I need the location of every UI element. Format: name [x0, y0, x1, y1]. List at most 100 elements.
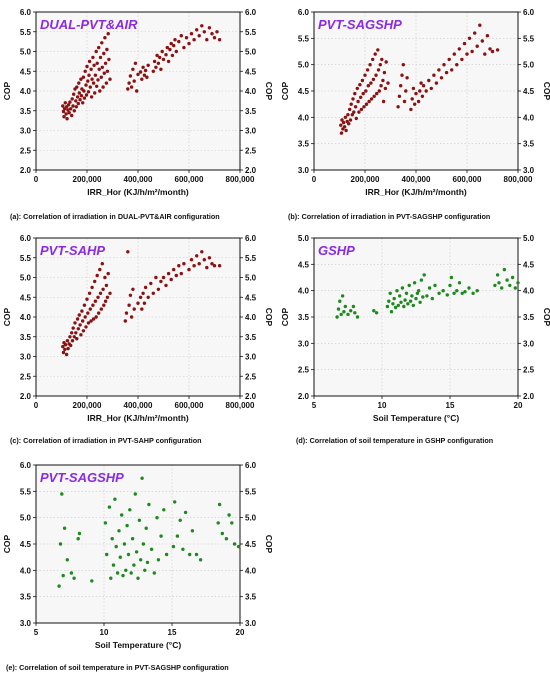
- data-point: [159, 534, 163, 538]
- x-tick-label: 0: [34, 401, 39, 410]
- data-point: [449, 275, 454, 280]
- data-point: [137, 518, 142, 522]
- y-tick-label-right: 5.0: [245, 514, 257, 523]
- data-point: [88, 85, 93, 89]
- x-tick-label: 200,000: [351, 175, 380, 184]
- data-point: [371, 57, 375, 62]
- data-point: [362, 105, 366, 109]
- y-tick-label: 3.5: [20, 107, 32, 116]
- data-point: [159, 67, 163, 72]
- y-tick-label: 3.5: [298, 313, 310, 322]
- data-point: [385, 304, 390, 309]
- data-point: [77, 91, 82, 95]
- data-point: [513, 286, 517, 290]
- data-point: [164, 283, 168, 288]
- data-point: [350, 113, 354, 117]
- data-point: [417, 289, 421, 293]
- x-tick-label: 400,000: [124, 401, 153, 410]
- data-point: [120, 513, 124, 517]
- data-point: [217, 502, 222, 507]
- y-tick-label: 3.5: [20, 333, 32, 342]
- x-tick-label: 10: [100, 628, 109, 637]
- data-point: [87, 291, 92, 295]
- data-point: [169, 41, 173, 46]
- data-point: [85, 64, 89, 69]
- data-point: [93, 73, 98, 77]
- y-tick-label: 2.0: [20, 166, 32, 175]
- caption-a: (a): Correlation of irradiation in DUAL-…: [10, 212, 220, 221]
- y-axis-label-right: COP: [264, 535, 274, 554]
- data-point: [64, 112, 68, 116]
- data-point: [91, 81, 96, 85]
- data-point: [103, 61, 108, 65]
- data-point: [129, 85, 134, 89]
- y-tick-label: 4.5: [20, 67, 32, 76]
- y-tick-label-right: 5.0: [245, 274, 257, 283]
- data-point: [457, 281, 462, 285]
- data-point: [217, 264, 222, 268]
- y-tick-label: 2.0: [20, 392, 32, 401]
- data-point: [61, 104, 65, 108]
- data-point: [369, 81, 373, 85]
- data-point: [132, 79, 136, 83]
- data-point: [145, 75, 149, 79]
- y-axis-label: COP: [280, 81, 290, 100]
- y-tick-label: 5.5: [20, 487, 32, 496]
- data-point: [63, 343, 68, 347]
- y-tick-label: 5.5: [20, 28, 32, 37]
- data-point: [353, 311, 357, 315]
- y-tick-label-right: 2.0: [245, 392, 257, 401]
- data-point: [97, 45, 101, 50]
- data-point: [101, 287, 105, 291]
- data-point: [136, 576, 140, 580]
- x-tick-label: 20: [236, 628, 245, 637]
- data-point: [348, 118, 353, 122]
- data-point: [132, 307, 136, 311]
- x-axis-label: Soil Temperature (°C): [373, 413, 460, 423]
- data-point: [433, 283, 437, 288]
- y-tick-label-right: 2.5: [245, 372, 257, 381]
- data-point: [339, 312, 343, 317]
- data-point: [421, 84, 426, 88]
- data-point: [57, 584, 61, 588]
- y-tick-label-right: 3.5: [523, 313, 535, 322]
- data-point: [141, 65, 145, 69]
- y-tick-label: 4.0: [20, 87, 32, 96]
- data-point: [93, 91, 97, 95]
- x-tick-label: 0: [312, 175, 317, 184]
- data-point: [78, 98, 82, 102]
- data-point: [364, 102, 369, 106]
- data-point: [475, 289, 479, 293]
- data-point: [91, 317, 96, 321]
- data-point: [159, 279, 163, 284]
- data-point: [81, 319, 85, 323]
- y-tick-label-right: 4.5: [245, 293, 257, 302]
- data-point: [84, 83, 88, 87]
- data-point: [102, 71, 107, 75]
- data-point: [72, 109, 77, 113]
- data-point: [493, 283, 497, 288]
- data-point: [437, 291, 441, 295]
- data-point: [376, 68, 381, 72]
- data-point: [216, 521, 220, 525]
- data-point: [62, 115, 66, 119]
- data-point: [70, 97, 74, 101]
- data-point: [187, 267, 191, 272]
- data-point: [74, 99, 78, 103]
- data-point: [124, 311, 129, 315]
- y-tick-label-right: 5.0: [245, 48, 257, 57]
- data-point: [181, 547, 185, 551]
- data-point: [471, 291, 475, 295]
- data-point: [418, 300, 422, 304]
- data-point: [365, 68, 370, 72]
- data-point: [166, 59, 171, 64]
- data-point: [156, 558, 161, 562]
- caption-e: (e): Correlation of soil temperature in …: [6, 663, 229, 672]
- data-point: [338, 299, 342, 303]
- data-point: [103, 275, 107, 280]
- y-tick-label-right: 6.0: [523, 8, 535, 17]
- data-point: [343, 304, 347, 309]
- y-tick-label: 2.5: [20, 146, 32, 155]
- data-point: [82, 96, 87, 100]
- x-tick-label: 800,000: [504, 175, 533, 184]
